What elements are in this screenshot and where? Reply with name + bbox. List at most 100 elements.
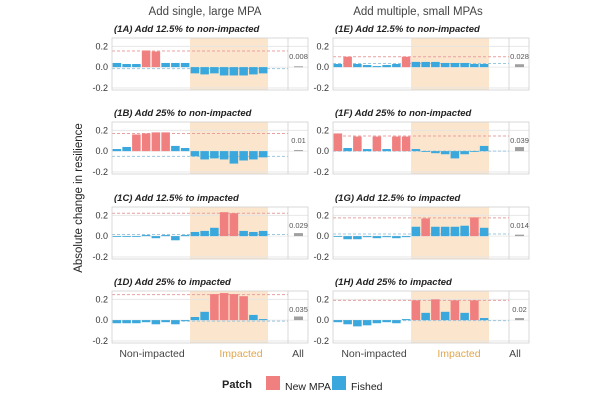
bar-fished (190, 231, 200, 237)
column-title-multiple-mpas: Add multiple, small MPAs (353, 6, 483, 18)
bar-fished (132, 64, 141, 68)
bar-new-mpa (470, 300, 479, 321)
y-tick-label: 0.0 (95, 231, 108, 241)
bar-fished (200, 67, 209, 75)
panel-1G: (1G) Add 12.5% to impacted 0.2 0.0 -0.2 0.01… (313, 193, 530, 262)
y-tick-label: 0.0 (316, 231, 329, 241)
column-title-single-mpa: Add single, large MPA (149, 6, 262, 18)
bar-all (294, 66, 303, 68)
panel-frame (332, 121, 530, 175)
bar-all (515, 318, 524, 321)
bar-fished (200, 311, 209, 321)
bar-fished (411, 61, 421, 68)
y-tick-label: -0.2 (313, 336, 329, 346)
y-tick-label: 0.2 (316, 41, 329, 51)
bar-fished (460, 62, 469, 68)
bar-fished (450, 151, 460, 159)
bar-fished (151, 236, 161, 239)
bar-fished (141, 235, 151, 237)
legend-swatch-new-mpa (266, 376, 280, 390)
y-tick-label: -0.2 (313, 252, 329, 262)
bar-fished (479, 145, 489, 152)
impacted-band (190, 38, 268, 90)
panel-frame (332, 206, 530, 260)
bar-fished (229, 151, 239, 164)
bar-fished (382, 320, 391, 323)
bar-new-mpa (151, 132, 161, 152)
bar-fished (392, 320, 401, 324)
group-label-non-impacted-left: Non-impacted (119, 348, 185, 360)
impacted-band (411, 122, 489, 174)
bar-fished (450, 226, 460, 237)
bar-fished (362, 236, 372, 238)
bar-new-mpa (219, 212, 229, 237)
bar-new-mpa (421, 218, 430, 237)
bar-fished (171, 320, 180, 325)
bar-new-mpa (210, 294, 219, 321)
y-tick-label: 0.0 (95, 62, 108, 72)
bar-fished (382, 149, 391, 152)
bar-all (515, 234, 524, 237)
all-value-label: 0.028 (510, 52, 529, 61)
y-tick-label: 0.0 (316, 315, 329, 325)
panel-title-1G: (1G) Add 12.5% to impacted (335, 193, 460, 204)
bar-fished (112, 236, 122, 237)
bar-fished (171, 62, 180, 68)
bar-fished (112, 149, 122, 152)
y-tick-label: -0.2 (313, 83, 329, 93)
bar-fished (479, 227, 489, 237)
bar-fished (200, 151, 209, 160)
legend-swatch-fished (332, 376, 346, 390)
group-label-impacted-right: Impacted (437, 348, 480, 360)
bar-fished (460, 312, 469, 321)
panel-title-1F: (1F) Add 25% to non-impacted (335, 108, 472, 119)
bar-fished (112, 320, 122, 324)
bar-fished (219, 67, 229, 76)
bar-fished (249, 151, 258, 160)
panel-title-1B: (1B) Add 25% to non-impacted (114, 108, 252, 119)
bar-fished (210, 227, 219, 237)
bar-fished (122, 236, 131, 237)
bar-fished (200, 230, 209, 237)
y-tick-label: 0.0 (95, 315, 108, 325)
bar-fished (132, 320, 141, 324)
y-tick-label: 0.2 (95, 41, 108, 51)
panel-1A: (1A) Add 12.5% to non-impacted 0.2 0.0 -0.2… (92, 24, 309, 93)
legend-label-fished: Fished (351, 381, 383, 393)
group-label-non-impacted-right: Non-impacted (341, 348, 407, 360)
bar-all (515, 64, 524, 68)
bar-fished (440, 151, 450, 155)
bar-fished (401, 319, 411, 321)
bar-fished (190, 317, 200, 321)
bar-fished (431, 226, 440, 237)
bar-fished (122, 320, 131, 324)
y-axis-label: Absolute change in resilience (73, 123, 85, 273)
y-tick-label: -0.2 (313, 167, 329, 177)
y-tick-label: -0.2 (92, 336, 108, 346)
bar-fished (343, 148, 352, 152)
bar-fished (190, 151, 200, 157)
bar-new-mpa (392, 136, 401, 152)
bar-fished (470, 64, 479, 68)
bar-fished (132, 236, 141, 237)
bar-fished (190, 67, 200, 74)
y-tick-label: 0.2 (316, 125, 329, 135)
all-value-label: 0.008 (289, 52, 308, 61)
bar-all (294, 316, 303, 321)
bar-fished (460, 225, 469, 237)
bar-fished (219, 151, 229, 160)
bar-fished (239, 67, 248, 76)
bar-fished (210, 67, 219, 74)
bar-fished (392, 64, 401, 68)
bar-fished (362, 149, 372, 152)
bar-fished (353, 64, 362, 68)
bar-fished (239, 230, 248, 237)
bar-new-mpa (132, 134, 141, 152)
panel-title-1A: (1A) Add 12.5% to non-impacted (114, 24, 260, 35)
bar-new-mpa (401, 136, 411, 152)
y-tick-label: 0.0 (316, 146, 329, 156)
bar-new-mpa (141, 133, 151, 152)
bar-fished (450, 62, 460, 68)
panel-1F: (1F) Add 25% to non-impacted 0.2 0.0 -0.2 0.… (313, 108, 530, 177)
